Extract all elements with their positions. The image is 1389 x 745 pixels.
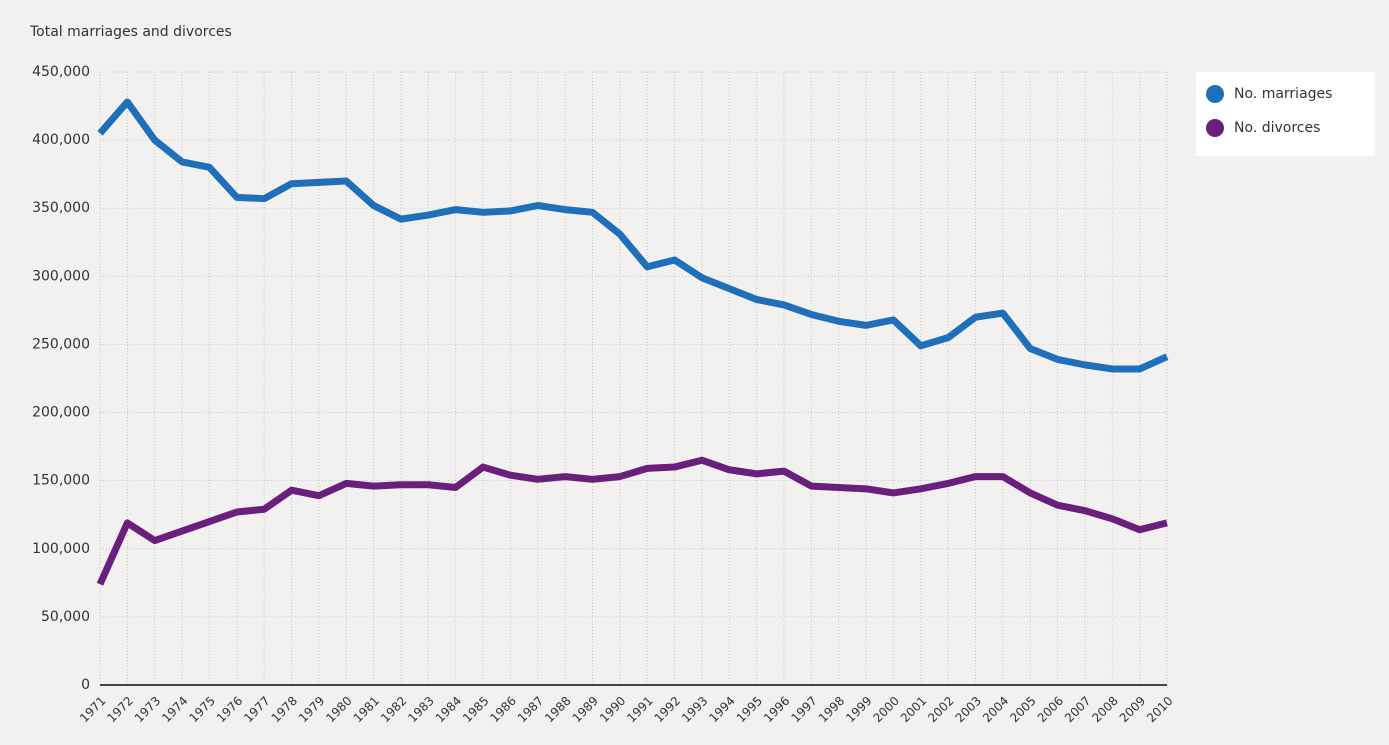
legend-label: No. marriages [1234,86,1332,102]
y-tick-label: 150,000 [32,473,90,489]
y-tick-label: 100,000 [32,541,90,557]
legend-box [1196,72,1375,156]
legend-label: No. divorces [1234,120,1320,136]
y-tick-label: 0 [81,677,90,693]
y-tick-label: 350,000 [32,200,90,216]
chart-title: Total marriages and divorces [29,24,232,40]
y-tick-label: 450,000 [32,64,90,80]
legend-swatch [1206,119,1224,137]
y-tick-label: 400,000 [32,132,90,148]
y-tick-label: 250,000 [32,336,90,352]
series-line [97,98,1169,373]
legend-swatch [1206,85,1224,103]
y-tick-label: 50,000 [41,609,90,625]
y-tick-label: 200,000 [32,405,90,421]
series-line [96,456,1168,586]
y-tick-label: 300,000 [32,268,90,284]
